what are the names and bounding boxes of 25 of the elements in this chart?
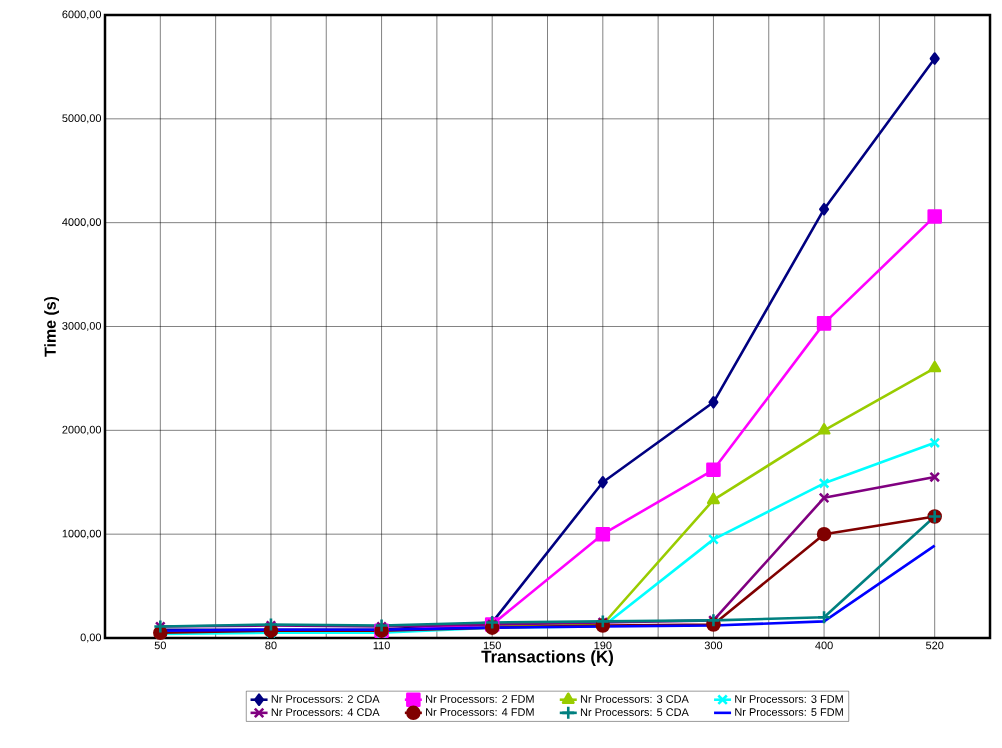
x-tick-label: 400 <box>815 641 833 650</box>
y-axis-title: Time (s) <box>44 296 60 357</box>
legend-label: Nr Processors: 3 CDA <box>580 695 689 703</box>
x-axis-title: Transactions (K) <box>481 650 613 666</box>
legend-label: Nr Processors: 4 CDA <box>271 708 380 717</box>
x-tick-label: 190 <box>594 641 612 650</box>
legend-label: Nr Processors: 5 FDM <box>735 708 843 716</box>
x-tick-label: 150 <box>483 641 501 650</box>
x-tick-label: 300 <box>704 641 723 650</box>
x-tick-label: 50 <box>154 641 166 650</box>
y-tick-label: 6000,00 <box>62 10 102 20</box>
y-tick-label: 3000,00 <box>62 321 102 332</box>
legend-label: Nr Processors: 2 FDM <box>426 695 534 703</box>
y-tick-label: 1000,00 <box>62 529 102 539</box>
legend-label: Nr Processors: 4 FDM <box>426 708 534 716</box>
legend-label: Nr Processors: 2 CDA <box>271 695 380 703</box>
legend-label: Nr Processors: 3 FDM <box>735 695 843 703</box>
y-tick-label: 0,00 <box>80 633 102 643</box>
y-tick-label: 4000,00 <box>62 218 102 228</box>
x-tick-label: 110 <box>373 641 390 650</box>
y-tick-label: 5000,00 <box>62 114 102 124</box>
legend-label: Nr Processors: 5 CDA <box>580 708 689 717</box>
y-tick-label: 2000,00 <box>62 425 102 435</box>
x-tick-label: 520 <box>925 641 944 650</box>
x-tick-label: 80 <box>265 641 277 650</box>
